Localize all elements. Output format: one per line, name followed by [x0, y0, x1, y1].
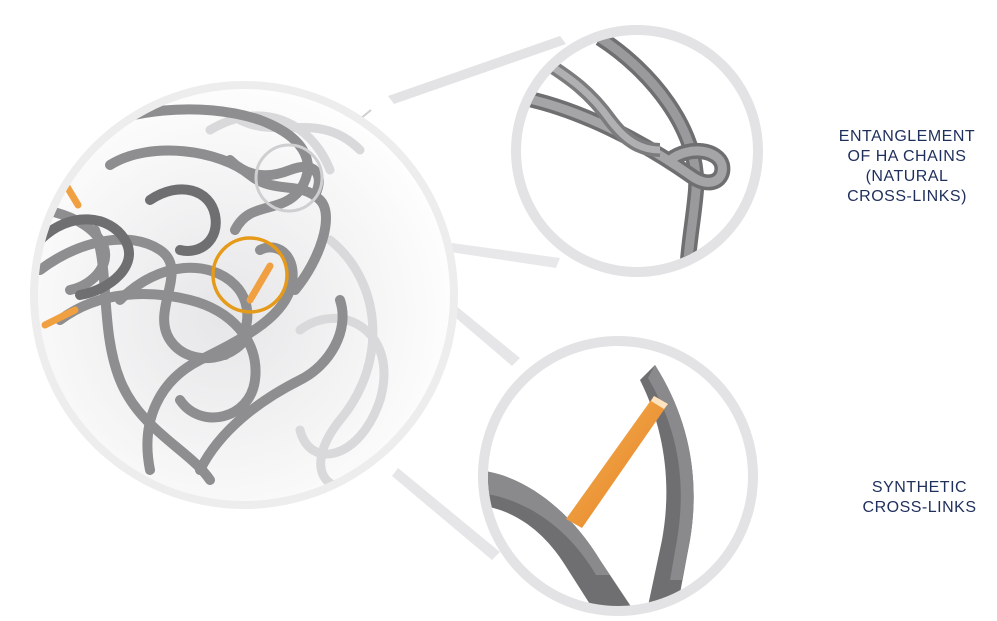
synthetic-crosslink-zoom-lens: [478, 336, 758, 616]
magnified-network-lens: [30, 81, 458, 509]
synthetic-crosslink-bar: [566, 396, 668, 528]
label-synthetic-crosslinks: SYNTHETIC CROSS-LINKS: [842, 478, 997, 518]
label-line: OF HA CHAINS: [847, 148, 967, 165]
label-line: SYNTHETIC: [871, 479, 968, 496]
synthetic-crosslink-highlight: [211, 236, 289, 314]
ha-chains-dark: [38, 184, 221, 300]
label-line: CROSS-LINKS): [847, 188, 967, 205]
label-line: ENTANGLEMENT: [838, 128, 976, 145]
label-line: (NATURAL: [865, 168, 949, 185]
natural-crosslink-highlight: [254, 143, 324, 213]
label-natural-crosslinks: ENTANGLEMENT OF HA CHAINS (NATURAL CROSS…: [822, 127, 992, 207]
label-line: CROSS-LINKS: [862, 499, 977, 516]
entanglement-zoom-lens: [511, 25, 763, 277]
chain-strand-left: [488, 470, 640, 606]
ha-chains: [38, 104, 348, 485]
